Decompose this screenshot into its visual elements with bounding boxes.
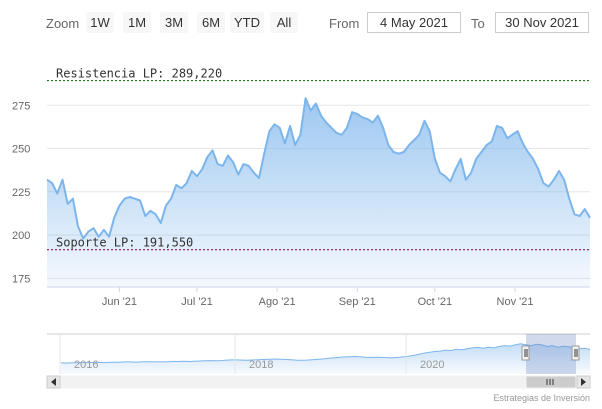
x-tick-label: Nov '21 — [497, 296, 534, 308]
navigator-year-label: 2020 — [420, 359, 444, 371]
scrollbar[interactable] — [46, 375, 591, 389]
x-tick-label: Ago '21 — [259, 296, 296, 308]
range-selector: Zoom 1W 1M 3M 6M YTD All From 4 May 2021… — [0, 0, 602, 44]
from-date-input[interactable]: 4 May 2021 — [367, 12, 461, 33]
series-line — [46, 97, 591, 240]
scrollbar-thumb — [526, 376, 576, 388]
x-axis: Jun '21 Jul '21 Ago '21 Sep '21 Oct '21 Nov '… — [47, 286, 590, 308]
series-area — [46, 97, 591, 287]
to-date-input[interactable]: 30 Nov 2021 — [495, 12, 589, 33]
zoom-ytd-button[interactable]: YTD — [230, 12, 264, 33]
y-axis: 175 200 225 250 275 — [12, 100, 30, 285]
scrollbar-track — [46, 375, 591, 389]
navigator-handle-left[interactable] — [521, 345, 530, 361]
navigator-year-label: 2016 — [74, 359, 98, 371]
credits: Estrategias de Inversión — [493, 393, 590, 403]
navigator-line — [60, 343, 591, 364]
y-tick-label: 225 — [12, 187, 30, 199]
arrow-left-icon — [51, 378, 56, 386]
x-tick-label: Jul '21 — [181, 296, 212, 308]
zoom-1w-button[interactable]: 1W — [86, 12, 114, 33]
x-tick-label: Oct '21 — [418, 296, 453, 308]
x-tick-label: Sep '21 — [339, 296, 376, 308]
plot-lines: Resistencia LP: 289,220 Soporte LP: 191,5… — [47, 67, 590, 251]
zoom-3m-button[interactable]: 3M — [160, 12, 188, 33]
y-tick-label: 275 — [12, 100, 30, 112]
arrow-right-icon — [581, 378, 586, 386]
zoom-6m-button[interactable]: 6M — [197, 12, 225, 33]
to-label: To — [471, 16, 485, 31]
navigator-selection — [526, 334, 576, 374]
zoom-label: Zoom — [46, 16, 80, 31]
y-tick-label: 175 — [12, 273, 30, 285]
navigator-year-label: 2018 — [249, 359, 273, 371]
y-tick-label: 250 — [12, 144, 30, 156]
zoom-all-button[interactable]: All — [270, 12, 298, 33]
navigator-handle-right[interactable] — [571, 345, 580, 361]
zoom-1m-button[interactable]: 1M — [123, 12, 151, 33]
from-label: From — [329, 16, 360, 31]
x-tick-label: Jun '21 — [102, 296, 137, 308]
plot-line-label: Resistencia LP: 289,220 — [56, 67, 222, 81]
plot-line-label: Soporte LP: 191,550 — [56, 236, 193, 250]
navigator[interactable]: 2016 2018 2020 — [47, 333, 591, 374]
y-tick-label: 200 — [12, 230, 30, 242]
series-fill — [47, 98, 590, 287]
